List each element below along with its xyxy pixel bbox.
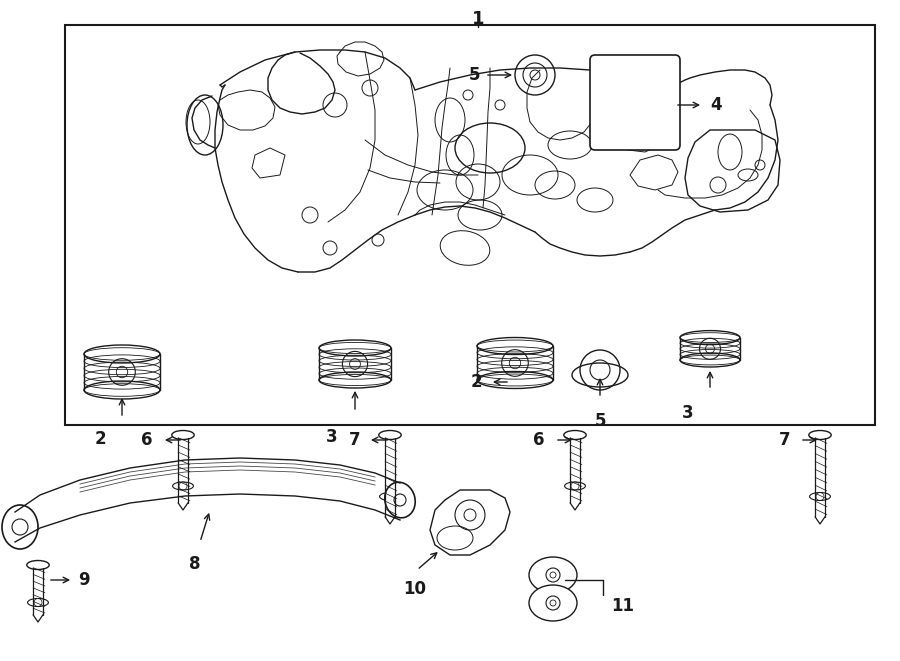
Text: 4: 4: [710, 96, 722, 114]
Ellipse shape: [2, 505, 38, 549]
Polygon shape: [630, 155, 678, 190]
Text: 5: 5: [594, 412, 606, 430]
Text: 1: 1: [472, 10, 484, 28]
Polygon shape: [613, 115, 665, 152]
Ellipse shape: [810, 492, 831, 500]
Text: 7: 7: [348, 431, 360, 449]
Text: 6: 6: [534, 431, 545, 449]
Ellipse shape: [27, 561, 50, 570]
Text: 7: 7: [778, 431, 790, 449]
Bar: [65, 25, 875, 425]
Ellipse shape: [529, 585, 577, 621]
Text: 11: 11: [611, 597, 634, 615]
Text: 2: 2: [94, 430, 106, 448]
Polygon shape: [430, 490, 510, 555]
Ellipse shape: [28, 598, 49, 607]
Text: 3: 3: [326, 428, 338, 446]
Ellipse shape: [173, 482, 194, 490]
Text: 10: 10: [403, 580, 427, 598]
Ellipse shape: [385, 482, 415, 518]
Ellipse shape: [380, 492, 400, 500]
Text: 8: 8: [189, 555, 201, 573]
Ellipse shape: [563, 430, 586, 440]
Ellipse shape: [529, 557, 577, 593]
Polygon shape: [685, 130, 780, 212]
Text: 9: 9: [78, 571, 90, 589]
Polygon shape: [252, 148, 285, 178]
Text: 2: 2: [471, 373, 482, 391]
Ellipse shape: [379, 430, 401, 440]
Text: 3: 3: [682, 404, 694, 422]
Ellipse shape: [809, 430, 832, 440]
FancyBboxPatch shape: [590, 55, 680, 150]
Text: 6: 6: [140, 431, 152, 449]
Ellipse shape: [564, 482, 585, 490]
Text: 5: 5: [469, 66, 480, 84]
Ellipse shape: [172, 430, 194, 440]
